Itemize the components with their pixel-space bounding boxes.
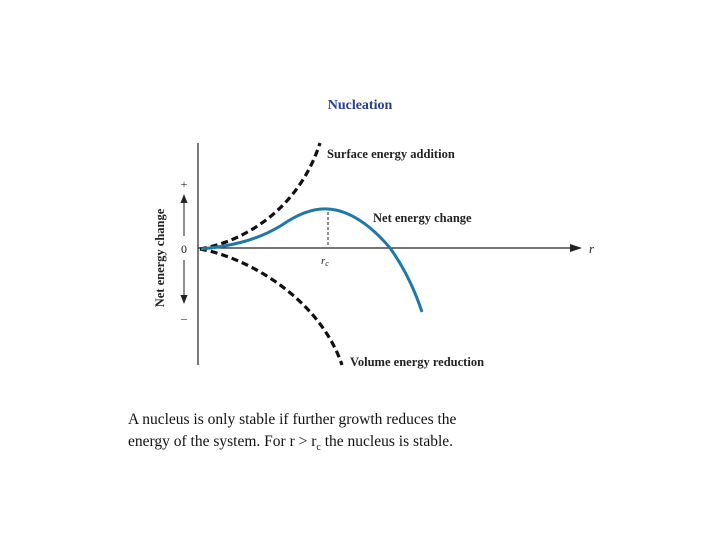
surface-energy-label: Surface energy addition (327, 147, 455, 161)
y-axis-label: Net energy change (153, 208, 167, 307)
x-axis-arrowhead (570, 244, 582, 252)
y-plus-marker: + (181, 177, 188, 191)
surface-energy-curve (199, 142, 322, 251)
critical-radius-label: rc (321, 255, 329, 268)
caption-line-1: A nucleus is only stable if further grow… (128, 411, 457, 428)
caption: A nucleus is only stable if further grow… (128, 409, 608, 459)
x-axis-label: r (589, 241, 595, 256)
caption-subscript: c (316, 442, 321, 454)
net-energy-label: Net energy change (373, 211, 472, 225)
caption-line-2-start: energy of the system. For r > r (128, 433, 317, 450)
y-minus-marker: – (180, 311, 188, 325)
caption-line-2: energy of the system. For r > rc the nuc… (128, 431, 608, 459)
y-down-arrowhead (180, 295, 188, 304)
volume-energy-curve (199, 247, 344, 366)
volume-energy-label: Volume energy reduction (350, 355, 484, 369)
diagram-title: Nucleation (328, 98, 393, 113)
y-up-arrowhead (180, 194, 188, 203)
caption-line-2-end: the nucleus is stable. (320, 433, 454, 450)
net-energy-curve (200, 207, 424, 313)
y-zero-marker: 0 (181, 242, 187, 256)
